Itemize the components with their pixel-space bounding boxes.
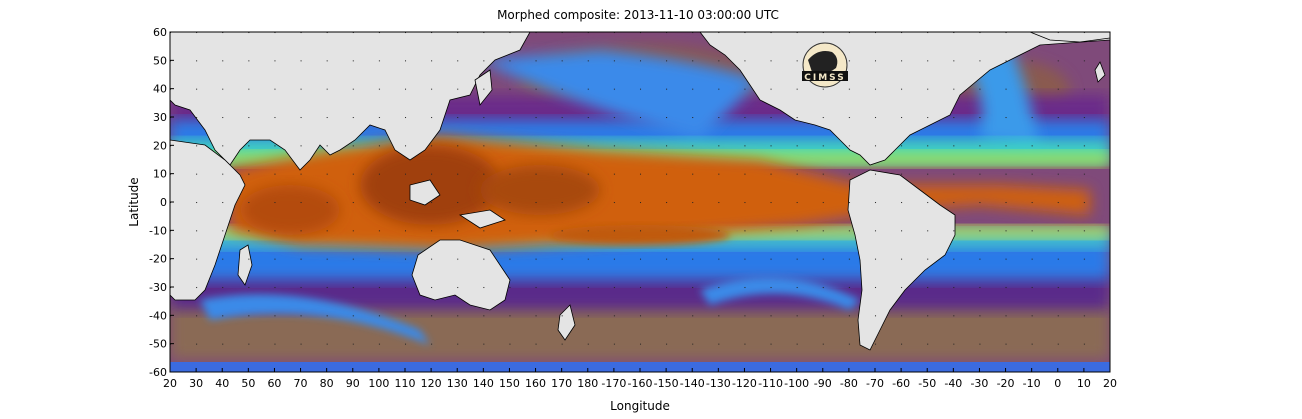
y-tick-label: 30 bbox=[153, 111, 167, 124]
x-tick-label: -140 bbox=[680, 377, 705, 390]
x-tick-label: 150 bbox=[499, 377, 520, 390]
x-tick-label: -60 bbox=[892, 377, 910, 390]
y-tick-label: 20 bbox=[153, 139, 167, 152]
y-tick-label: -20 bbox=[149, 253, 167, 266]
x-tick-label: 140 bbox=[473, 377, 494, 390]
x-tick-label: -50 bbox=[918, 377, 936, 390]
x-axis-label: Longitude bbox=[610, 399, 670, 413]
x-tick-label: 50 bbox=[241, 377, 255, 390]
y-tick-label: -10 bbox=[149, 224, 167, 237]
y-axis-label: Latitude bbox=[127, 177, 141, 226]
x-tick-label: 110 bbox=[395, 377, 416, 390]
x-tick-label: -170 bbox=[601, 377, 626, 390]
x-tick-label: 0 bbox=[1054, 377, 1061, 390]
y-tick-label: -40 bbox=[149, 309, 167, 322]
x-tick-label: -150 bbox=[654, 377, 679, 390]
x-tick-label: -90 bbox=[814, 377, 832, 390]
x-tick-label: -70 bbox=[866, 377, 884, 390]
x-tick-label: -40 bbox=[944, 377, 962, 390]
x-tick-label: -130 bbox=[706, 377, 731, 390]
y-tick-label: 40 bbox=[153, 83, 167, 96]
x-tick-label: 180 bbox=[577, 377, 598, 390]
x-tick-label: -100 bbox=[784, 377, 809, 390]
x-tick-label: 30 bbox=[189, 377, 203, 390]
graticule bbox=[170, 32, 1110, 372]
y-axis-ticks: 60 50 40 30 20 10 0 -10 -20 -30 -40 -50 -60 bbox=[149, 26, 174, 379]
x-tick-label: 60 bbox=[267, 377, 281, 390]
x-axis-ticks: 20 30 40 50 60 70 80 90 100 110 120 130 140 150 160 170… bbox=[163, 368, 1117, 390]
x-tick-label: 40 bbox=[215, 377, 229, 390]
logo-text: CIMSS bbox=[804, 73, 845, 83]
x-tick-label: 80 bbox=[320, 377, 334, 390]
x-tick-label: 20 bbox=[163, 377, 177, 390]
y-tick-label: -50 bbox=[149, 338, 167, 351]
x-tick-label: 20 bbox=[1103, 377, 1117, 390]
x-tick-label: 70 bbox=[294, 377, 308, 390]
x-tick-label: -120 bbox=[732, 377, 757, 390]
y-tick-label: 50 bbox=[153, 54, 167, 67]
y-tick-label: 10 bbox=[153, 168, 167, 181]
x-tick-label: 90 bbox=[346, 377, 360, 390]
x-tick-label: 130 bbox=[447, 377, 468, 390]
cimss-logo: CIMSS bbox=[802, 42, 848, 88]
x-tick-label: 160 bbox=[525, 377, 546, 390]
x-tick-label: -20 bbox=[997, 377, 1015, 390]
y-tick-label: 0 bbox=[160, 196, 167, 209]
x-tick-label: -80 bbox=[840, 377, 858, 390]
plot-area: CIMSS bbox=[170, 32, 1110, 372]
x-tick-label: 120 bbox=[421, 377, 442, 390]
x-tick-label: 10 bbox=[1077, 377, 1091, 390]
x-tick-label: -30 bbox=[970, 377, 988, 390]
x-tick-label: 170 bbox=[551, 377, 572, 390]
x-tick-label: -10 bbox=[1023, 377, 1041, 390]
x-tick-label: 100 bbox=[368, 377, 389, 390]
y-tick-label: -30 bbox=[149, 281, 167, 294]
y-tick-label: 60 bbox=[153, 26, 167, 39]
x-tick-label: -110 bbox=[758, 377, 783, 390]
x-tick-label: -160 bbox=[628, 377, 653, 390]
y-tick-label: -60 bbox=[149, 366, 167, 379]
map-title: Morphed composite: 2013-11-10 03:00:00 U… bbox=[497, 8, 779, 22]
